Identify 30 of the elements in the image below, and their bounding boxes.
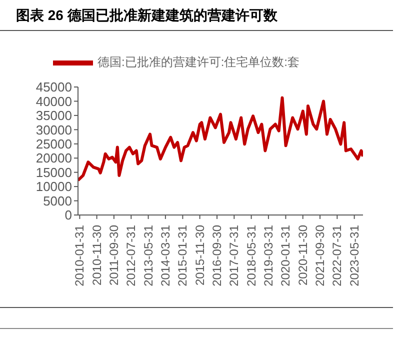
y-tick-label: 40000 [36, 94, 72, 109]
y-tick-label: 35000 [36, 108, 72, 124]
y-tick-label: 45000 [36, 80, 72, 95]
x-tick-label: 2010-11-30 [90, 224, 104, 286]
x-tick-label: 2015-11-30 [192, 224, 207, 286]
x-tick-label: 2013-05-31 [141, 224, 156, 286]
x-tick-label: 2015-01-31 [176, 224, 190, 286]
y-tick-label: 5000 [43, 193, 72, 208]
y-tick-label: 15000 [36, 164, 72, 180]
x-tick-label: 2017-07-31 [227, 224, 242, 286]
y-tick-label: 10000 [36, 179, 72, 194]
chart-title: 图表 26 德国已批准新建建筑的营建许可数 [16, 7, 278, 25]
x-tick-label: 2012-07-31 [124, 224, 138, 286]
y-tick-label: 30000 [36, 122, 72, 138]
x-tick-label: 2021-09-30 [313, 224, 328, 286]
x-tick-label: 2014-03-31 [158, 224, 172, 286]
x-tick-label: 2020-11-30 [296, 224, 310, 286]
x-tick-label: 2022-07-31 [330, 224, 344, 286]
x-tick-label: 2019-03-31 [261, 224, 276, 286]
x-tick-label: 2011-09-30 [106, 224, 121, 286]
x-tick-label: 2018-05-31 [244, 224, 258, 286]
y-tick-label: 25000 [36, 136, 72, 152]
legend-label: 德国:已批准的营建许可:住宅单位数:套 [97, 55, 300, 70]
x-tick-label: 2023-05-31 [347, 224, 362, 286]
line-series [78, 96, 363, 182]
y-tick-label: 20000 [36, 150, 72, 166]
x-tick-label: 2016-09-30 [210, 224, 224, 286]
x-tick-label: 2010-01-31 [72, 224, 87, 286]
x-tick-label: 2020-01-31 [278, 224, 293, 286]
y-tick-label: 0 [64, 208, 72, 223]
